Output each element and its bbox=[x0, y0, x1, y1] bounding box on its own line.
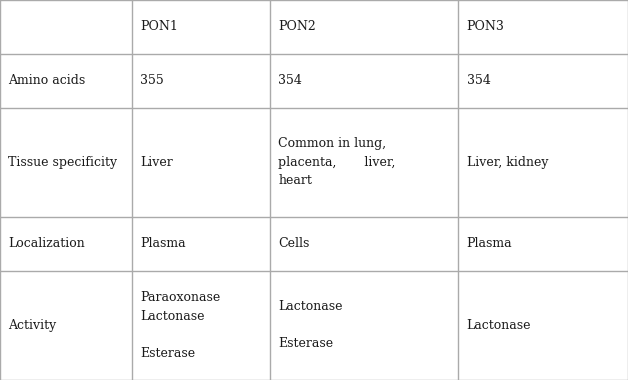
Text: Liver: Liver bbox=[140, 156, 173, 169]
Text: PON3: PON3 bbox=[467, 21, 504, 33]
Text: Lactonase

Esterase: Lactonase Esterase bbox=[278, 300, 343, 350]
Text: 354: 354 bbox=[467, 74, 490, 87]
Text: Localization: Localization bbox=[8, 237, 85, 250]
Text: Tissue specificity: Tissue specificity bbox=[8, 156, 117, 169]
Text: Common in lung,
placenta,       liver,
heart: Common in lung, placenta, liver, heart bbox=[278, 137, 396, 187]
Text: Activity: Activity bbox=[8, 319, 57, 332]
Text: 355: 355 bbox=[140, 74, 164, 87]
Text: Lactonase: Lactonase bbox=[467, 319, 531, 332]
Text: Cells: Cells bbox=[278, 237, 310, 250]
Text: Liver, kidney: Liver, kidney bbox=[467, 156, 548, 169]
Text: PON2: PON2 bbox=[278, 21, 316, 33]
Text: Plasma: Plasma bbox=[140, 237, 186, 250]
Text: Amino acids: Amino acids bbox=[8, 74, 85, 87]
Text: Paraoxonase
Lactonase

Esterase: Paraoxonase Lactonase Esterase bbox=[140, 291, 220, 359]
Text: PON1: PON1 bbox=[140, 21, 178, 33]
Text: Plasma: Plasma bbox=[467, 237, 512, 250]
Text: 354: 354 bbox=[278, 74, 302, 87]
